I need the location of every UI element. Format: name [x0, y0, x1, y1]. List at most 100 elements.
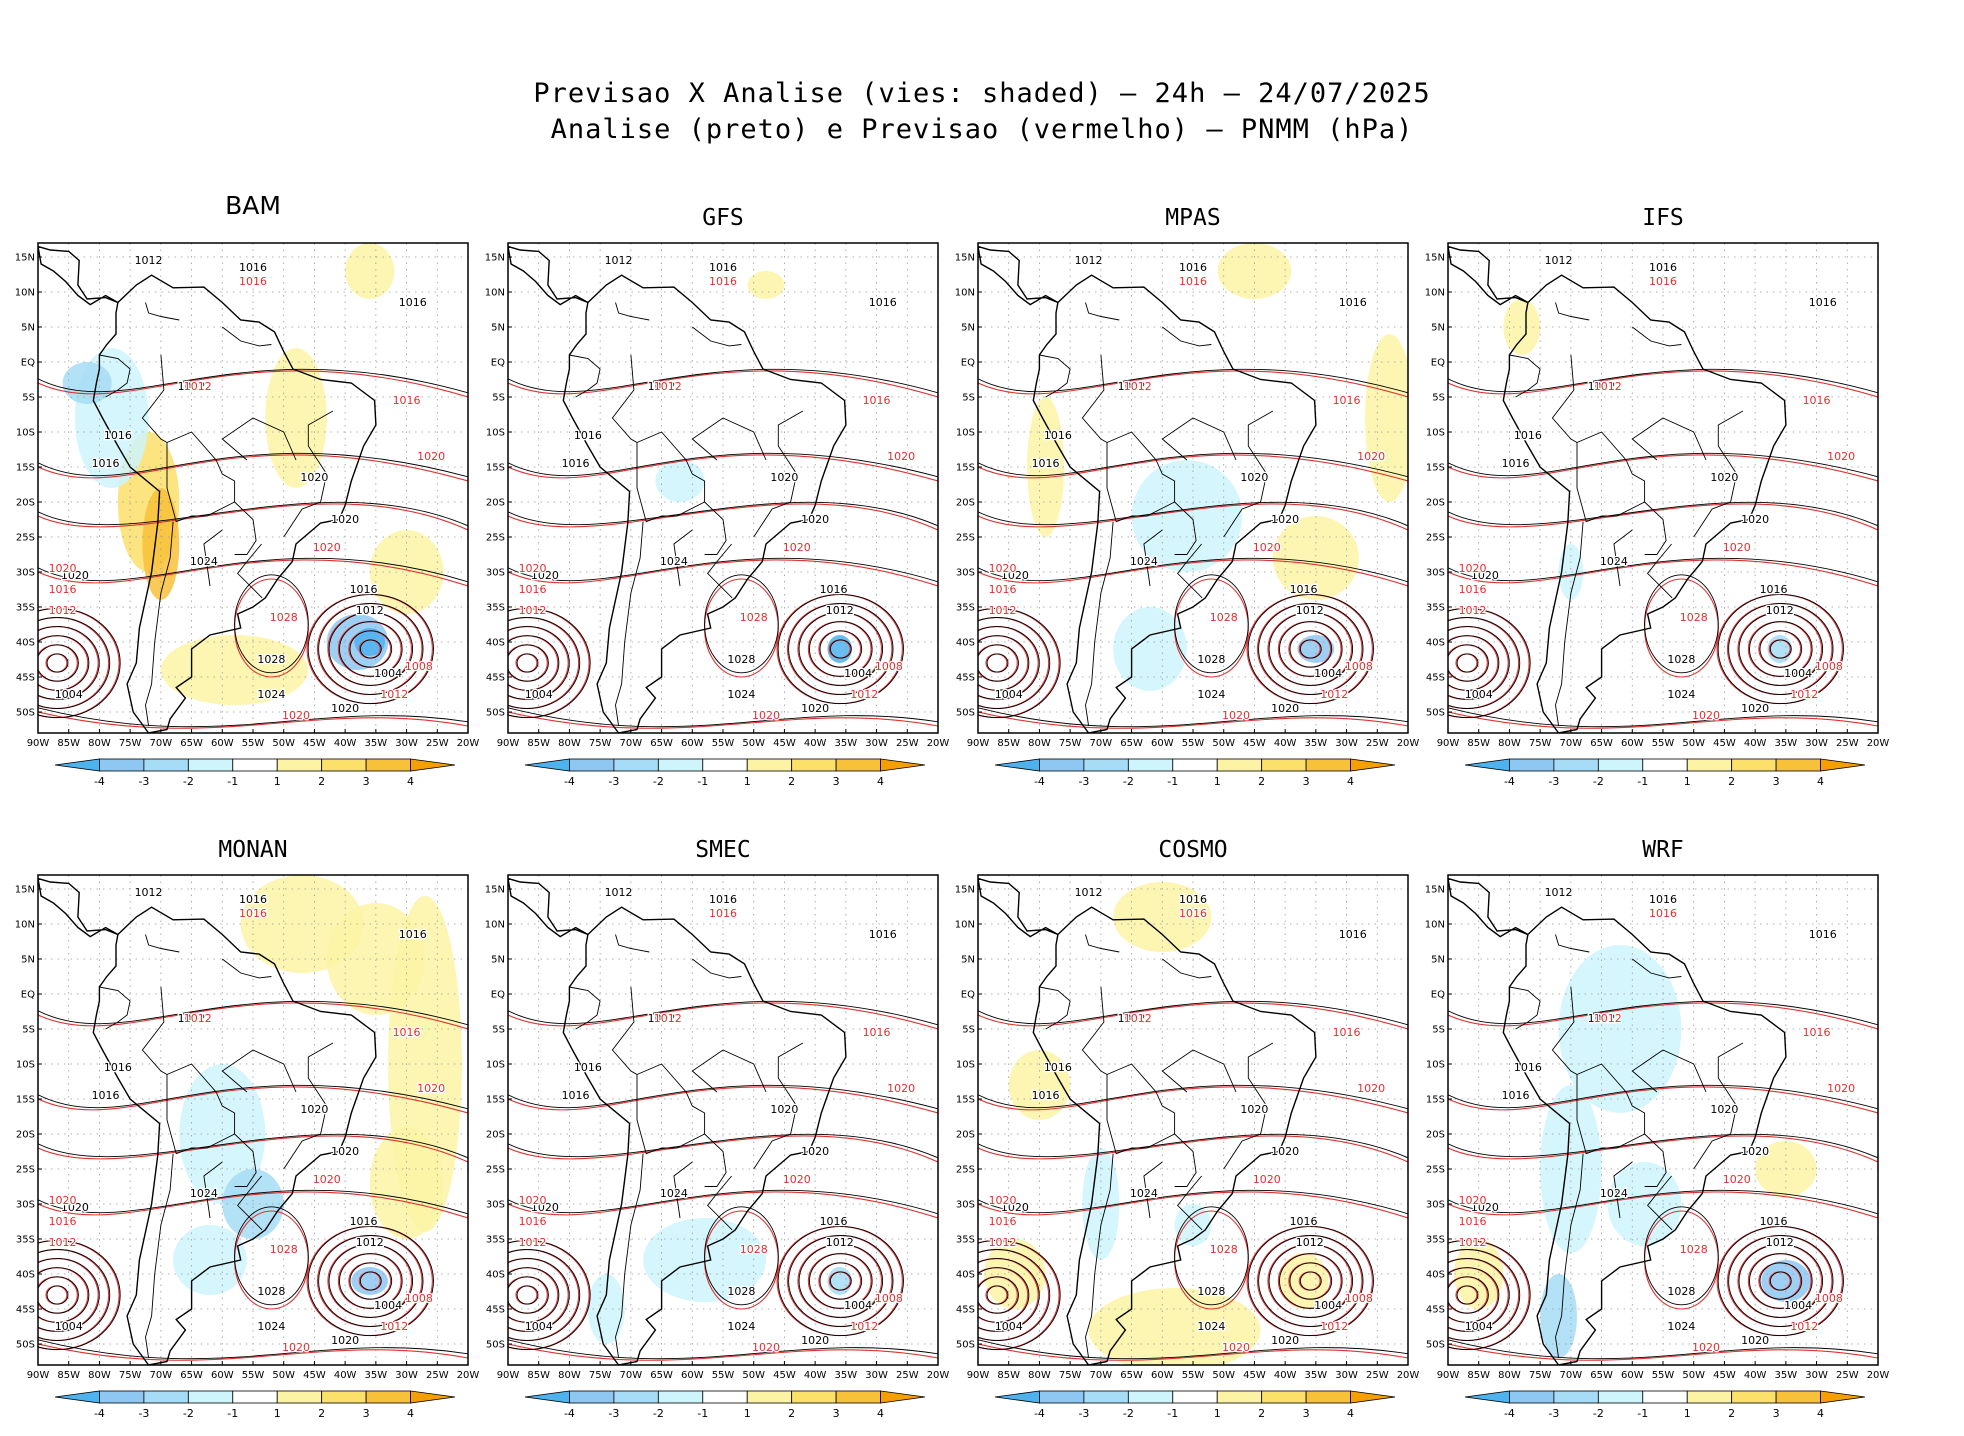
country-border [704, 501, 727, 555]
isobar-label-analysis: 1016 [1179, 893, 1207, 906]
isobar-label-forecast: 1020 [1253, 1173, 1281, 1186]
lat-tick-label: 5N [21, 323, 35, 334]
isobar-low [829, 639, 852, 659]
isobar-low [1258, 603, 1364, 695]
bias-shading [1113, 882, 1212, 952]
country-border [692, 326, 742, 347]
isobar-label-analysis: 1004 [374, 667, 402, 680]
isobar-label-analysis: 1016 [1502, 1089, 1530, 1102]
isobar [38, 452, 468, 478]
colorbar: -4 -3 -2 -1 1 2 3 4 [524, 1390, 926, 1420]
isobar-label-forecast: 1020 [1723, 1173, 1751, 1186]
colorbar-label: -3 [138, 775, 149, 788]
lat-tick-label: 10S [956, 1060, 975, 1071]
isobar-low [328, 612, 414, 686]
colorbar-label: 2 [1728, 775, 1735, 788]
isobar [1448, 501, 1878, 527]
country-border [1644, 1133, 1667, 1187]
colorbar-swatch [569, 758, 615, 772]
isobar-label-analysis: 1012 [826, 604, 854, 617]
isobar-label-analysis: 1012 [648, 1012, 676, 1025]
isobar-label-analysis: 1020 [531, 569, 559, 582]
colorbar: -4 -3 -2 -1 1 2 3 4 [1464, 758, 1866, 788]
country-border [611, 354, 638, 443]
lat-tick-label: 10N [955, 920, 975, 931]
isobar [508, 1002, 938, 1030]
lon-tick-label: 45W [303, 738, 326, 749]
bias-shading [1027, 397, 1064, 537]
lat-tick-label: 20S [1426, 1130, 1445, 1141]
isobar-label-analysis: 1020 [1741, 1334, 1769, 1347]
isobar-label-forecast: 1020 [49, 562, 77, 575]
lat-tick-label: 45S [16, 673, 35, 684]
isobar-label-forecast: 1020 [1222, 709, 1250, 722]
isobar-low [349, 1262, 393, 1300]
coastline-central-america [1448, 877, 1529, 938]
lon-tick-label: 35W [1775, 738, 1798, 749]
lon-tick-label: 60W [1621, 1370, 1644, 1381]
lat-tick-label: 15S [16, 463, 35, 474]
isobar-label-analysis: 1012 [1075, 254, 1103, 267]
isobar-label-analysis: 1028 [257, 1285, 285, 1298]
colorbar-swatch [1597, 1390, 1644, 1404]
isobar-label-forecast: 1012 [1459, 1236, 1487, 1249]
country-border [692, 958, 742, 979]
isobar-low [809, 1253, 873, 1309]
isobar-low [978, 635, 1030, 691]
isobar-label-analysis: 1004 [1465, 688, 1493, 701]
lon-tick-label: 35W [365, 738, 388, 749]
isobar-label-forecast: 1020 [1827, 450, 1855, 463]
colorbar-label: -4 [1034, 1407, 1045, 1420]
lon-tick-label: 55W [242, 738, 265, 749]
isobar-label-analysis: 1020 [1471, 569, 1499, 582]
isobar-label-analysis: 1024 [727, 688, 755, 701]
isobar-low [788, 603, 894, 695]
lon-tick-label: 85W [997, 1370, 1020, 1381]
colorbar-swatch [1820, 758, 1866, 772]
bias-shading [1272, 516, 1359, 600]
bias-shading [1217, 243, 1292, 299]
isobar-label-forecast: 1028 [270, 1243, 298, 1256]
isobar-label-forecast: 1012 [380, 688, 408, 701]
country-border [1161, 417, 1237, 461]
isobar-label-forecast: 1020 [519, 1194, 547, 1207]
isobar [978, 707, 1408, 728]
country-border [166, 1074, 235, 1155]
isobar-low [986, 1285, 1009, 1305]
lon-tick-label: 85W [527, 738, 550, 749]
isobar-label-analysis: 1024 [1130, 555, 1158, 568]
colorbar-swatch [410, 758, 456, 772]
lat-tick-label: 15N [15, 885, 35, 896]
lon-tick-label: 25W [1366, 1370, 1389, 1381]
isobar-low [1717, 593, 1844, 705]
colorbar-label: -2 [653, 1407, 664, 1420]
isobar-label-forecast: 1008 [1815, 660, 1843, 673]
lat-tick-label: 45S [486, 673, 505, 684]
country-border [691, 1049, 767, 1093]
isobar-low [1448, 644, 1489, 682]
lon-tick-label: 50W [1212, 738, 1235, 749]
lon-tick-label: 65W [1590, 738, 1613, 749]
isobar-low [978, 644, 1018, 682]
isobar-label-analysis: 1004 [1784, 667, 1812, 680]
country-border [611, 986, 638, 1075]
colorbar-label: -2 [653, 775, 664, 788]
lat-tick-label: 25S [1426, 1165, 1445, 1176]
colorbar-swatch [1350, 1390, 1396, 1404]
isobar-label-forecast: 1012 [519, 604, 547, 617]
isobar [38, 370, 468, 398]
lon-tick-label: 55W [1182, 738, 1205, 749]
colorbar-swatch [524, 758, 570, 772]
lon-tick-label: 70W [150, 1370, 173, 1381]
country-border [203, 1161, 223, 1219]
lon-tick-label: 55W [1652, 738, 1675, 749]
isobar-low [38, 644, 78, 682]
isobar-low [38, 1276, 78, 1314]
colorbar-label: -3 [138, 1407, 149, 1420]
lon-tick-label: 30W [1805, 1370, 1828, 1381]
lat-tick-label: 5N [961, 955, 975, 966]
lon-tick-label: 35W [365, 1370, 388, 1381]
isobar-label-forecast: 1012 [519, 1236, 547, 1249]
colorbar-label: -3 [1078, 1407, 1089, 1420]
lon-tick-label: 60W [211, 1370, 234, 1381]
